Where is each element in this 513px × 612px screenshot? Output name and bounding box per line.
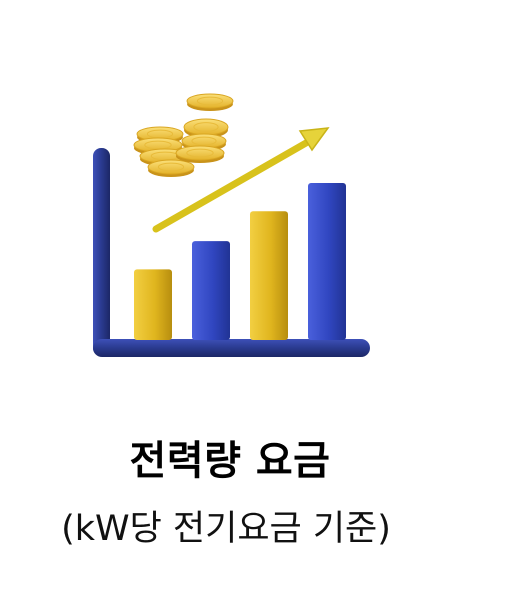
chart-bar — [250, 211, 288, 340]
chart-bar — [192, 241, 230, 340]
page-subtitle: (kW당 전기요금 기준) — [61, 509, 391, 549]
coin-icon — [186, 148, 214, 158]
coin-icon — [175, 145, 225, 161]
chart-bar — [134, 269, 172, 340]
coin-icon — [157, 162, 185, 172]
chart-bars — [134, 183, 346, 340]
coin-icon — [147, 159, 195, 175]
rising-arrow-icon — [152, 127, 330, 233]
chart-bar — [308, 183, 346, 340]
page-title: 전력량 요금 — [129, 438, 331, 484]
coin-icon — [191, 136, 217, 146]
coin-stack-icon — [133, 93, 234, 177]
coin-icon — [196, 96, 224, 106]
coin-icon — [183, 118, 229, 136]
coin-icon — [193, 122, 219, 132]
rising-cost-chart-icon — [93, 93, 370, 357]
chart-axes — [93, 148, 370, 357]
coin-icon — [186, 93, 234, 109]
